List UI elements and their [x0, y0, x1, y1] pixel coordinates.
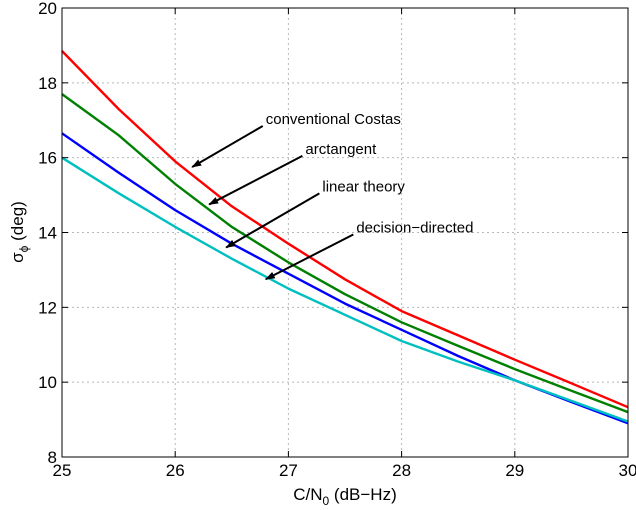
x-tick-label: 27 — [279, 461, 298, 480]
annotation-arrow — [208, 155, 303, 206]
annotation-label: arctangent — [305, 141, 377, 158]
annotation-label: conventional Costas — [266, 111, 401, 128]
series-line-decision-directed — [61, 156, 629, 423]
axis-ticks: 25 26 27 28 29 30 8 10 12 14 16 18 20 — [38, 0, 636, 480]
y-tick-label: 18 — [38, 74, 57, 93]
x-tick-label: 25 — [53, 461, 72, 480]
y-tick-label: 16 — [38, 149, 57, 168]
series-lines — [61, 50, 629, 425]
series-line-conventional-costas — [61, 50, 629, 409]
annotation-arrow — [264, 233, 354, 281]
y-tick-label: 10 — [38, 373, 57, 392]
annotation-label: decision−directed — [356, 220, 473, 237]
grid — [62, 8, 628, 457]
annotations: conventional Costas arctangent linear theo… — [191, 111, 473, 281]
x-axis-label: C/N0 (dB−Hz) — [293, 485, 397, 508]
y-tick-label: 20 — [38, 0, 57, 18]
x-tick-label: 26 — [166, 461, 185, 480]
series-line-arctangent — [61, 93, 629, 414]
x-tick-label: 29 — [505, 461, 524, 480]
y-tick-label: 8 — [48, 448, 57, 467]
annotation-label: linear theory — [322, 178, 405, 195]
annotation-arrow — [191, 125, 264, 168]
x-tick-label: 30 — [619, 461, 636, 480]
annotation-arrow — [225, 192, 320, 249]
y-axis-label: σϕ (deg) — [8, 201, 31, 263]
y-tick-label: 14 — [38, 224, 57, 243]
y-tick-label: 12 — [38, 298, 57, 317]
x-tick-label: 28 — [392, 461, 411, 480]
